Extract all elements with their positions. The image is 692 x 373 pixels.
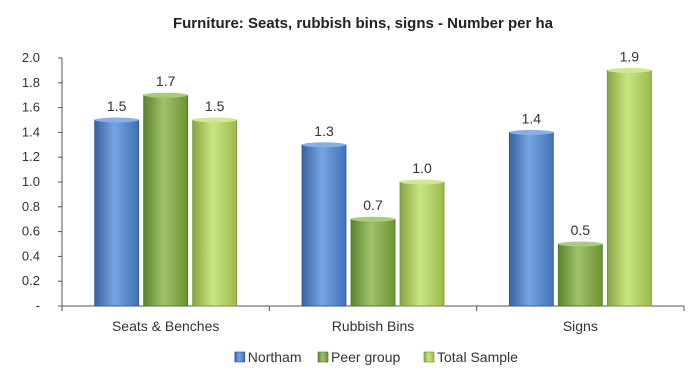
legend-swatch-northam — [234, 351, 246, 363]
y-tick-label: 1.8 — [22, 75, 40, 90]
chart-bars — [94, 67, 652, 307]
y-tick-label: 1.4 — [22, 124, 40, 139]
bar-signs-total-sample — [606, 70, 652, 307]
bar-seats-benches-northam — [94, 119, 140, 307]
chart-title: Furniture: Seats, rubbish bins, signs - … — [173, 15, 554, 32]
bar-cap — [302, 142, 346, 148]
legend-swatch-total-sample — [423, 351, 435, 363]
bar-cap — [400, 179, 444, 185]
y-tick-label: 0.6 — [22, 224, 40, 239]
legend-swatch-peer-group — [317, 351, 329, 363]
x-category-label: Signs — [563, 318, 598, 334]
bar-signs-peer-group — [557, 243, 603, 307]
y-tick-label: 2.0 — [22, 50, 40, 65]
bar-cap — [509, 129, 554, 135]
data-label-signs-peer-group: 0.5 — [571, 222, 591, 238]
y-tick-label: - — [36, 298, 40, 313]
bar-cap — [94, 117, 139, 123]
data-label-signs-northam: 1.4 — [522, 110, 542, 126]
x-category-label: Rubbish Bins — [332, 318, 415, 334]
bar-rubbish-bins-total-sample — [399, 181, 445, 307]
chart-data-labels: 1.5 1.7 1.5 1.3 0.7 1.0 1.4 0.5 1.9 — [107, 48, 639, 238]
bar-seats-benches-total-sample — [192, 119, 238, 307]
data-label-rubbish-bins-total-sample: 1.0 — [412, 160, 432, 176]
data-label-rubbish-bins-peer-group: 0.7 — [363, 197, 383, 213]
y-tick-label: 0.8 — [22, 199, 40, 214]
bar-cap — [143, 92, 188, 98]
legend-label-total-sample: Total Sample — [437, 349, 518, 365]
chart-axes: - 0.2 0.4 0.6 0.8 1.0 1.2 1.4 1.6 1.8 2.0 Seats & B… — [22, 50, 685, 334]
data-label-rubbish-bins-northam: 1.3 — [314, 123, 334, 139]
bar-rubbish-bins-peer-group — [350, 218, 396, 307]
data-label-signs-total-sample: 1.9 — [620, 48, 640, 64]
bar-cap — [607, 67, 652, 73]
y-tick-label: 0.2 — [22, 273, 40, 288]
data-label-seats-benches-peer-group: 1.7 — [156, 73, 176, 89]
y-tick-label: 1.0 — [22, 174, 40, 189]
x-category-label: Seats & Benches — [112, 318, 219, 334]
data-label-seats-benches-northam: 1.5 — [107, 98, 127, 114]
data-label-seats-benches-total-sample: 1.5 — [205, 98, 225, 114]
bar-seats-benches-peer-group — [143, 94, 189, 307]
legend-label-northam: Northam — [248, 349, 302, 365]
bar-signs-northam — [508, 131, 554, 307]
chart-legend: Northam Peer group Total Sample — [234, 349, 518, 365]
legend-label-peer-group: Peer group — [331, 349, 400, 365]
y-tick-label: 1.2 — [22, 149, 40, 164]
bar-cap — [558, 241, 603, 247]
y-tick-label: 1.6 — [22, 100, 40, 115]
bar-cap — [351, 216, 395, 222]
y-tick-label: 0.4 — [22, 248, 40, 263]
bar-cap — [192, 117, 237, 123]
bar-rubbish-bins-northam — [301, 144, 347, 307]
